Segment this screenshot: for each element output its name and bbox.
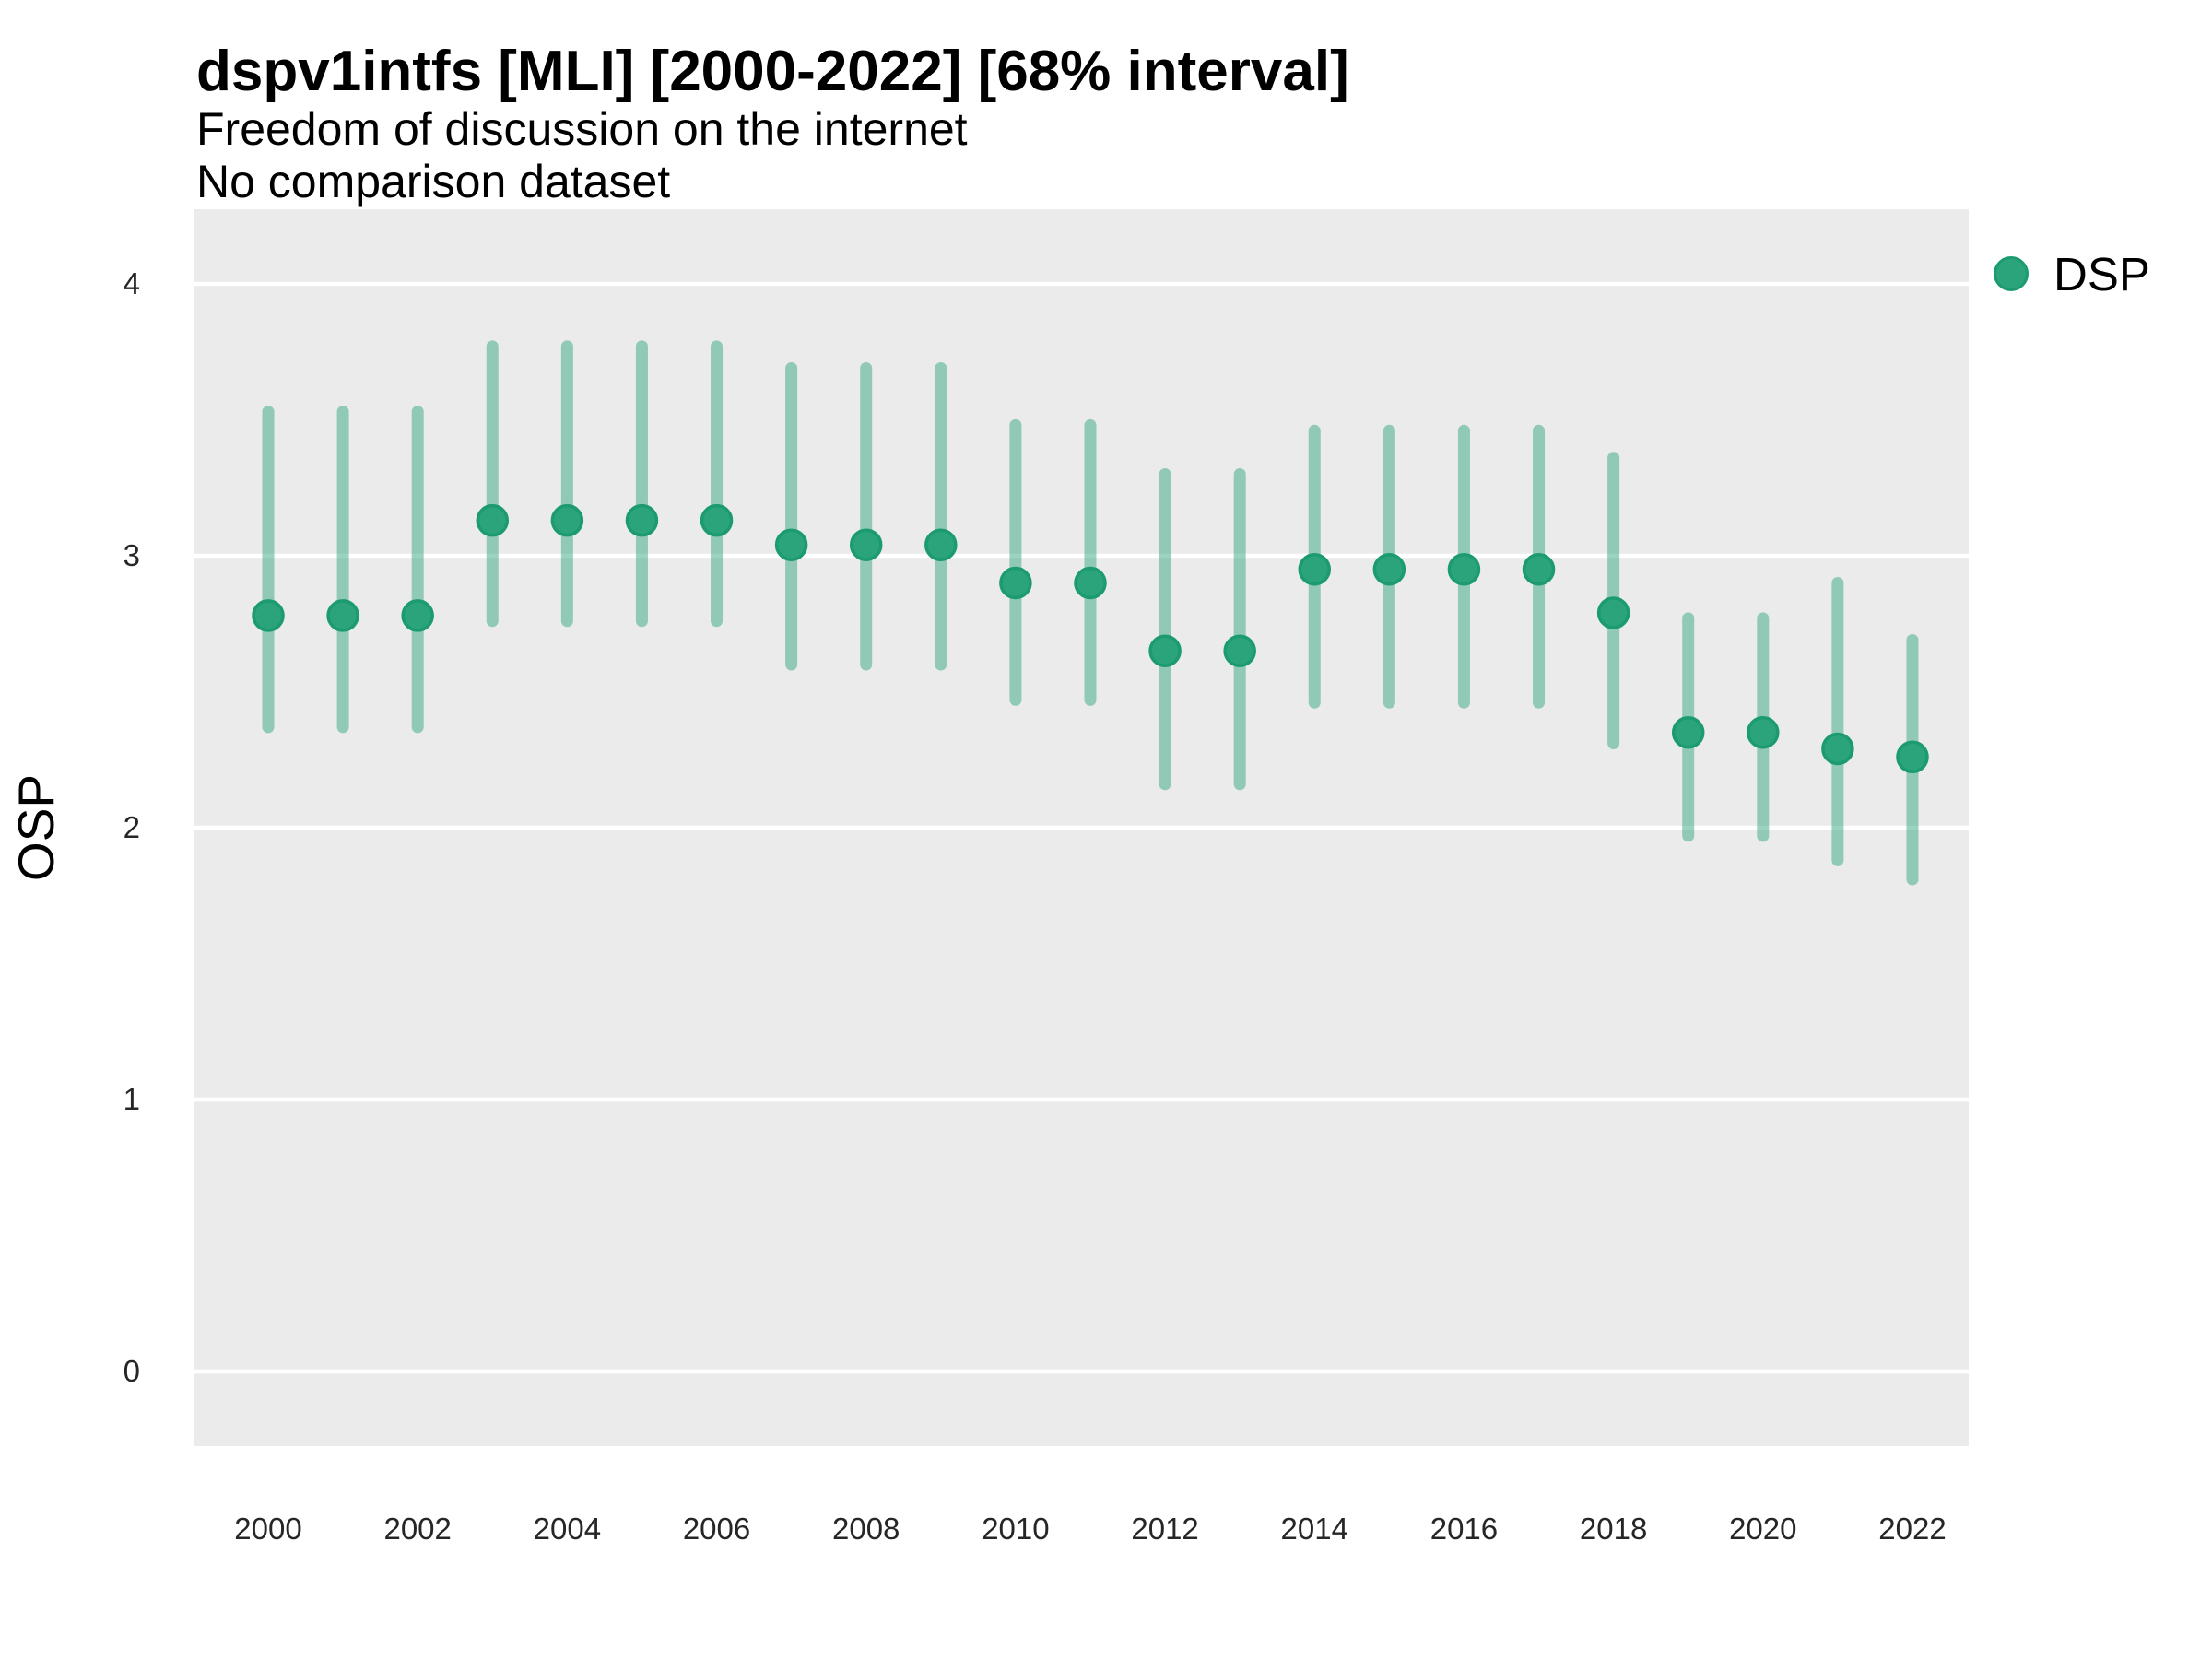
point-marker-2005 (625, 503, 659, 537)
chart-subtitle-measure: Freedom of discussion on the internet (196, 103, 968, 155)
legend: DSP (1994, 248, 2150, 300)
point-marker-2014 (1298, 553, 1332, 586)
point-marker-2013 (1223, 634, 1256, 667)
point-marker-2018 (1596, 596, 1630, 629)
point-marker-2019 (1671, 716, 1705, 749)
point-marker-2011 (1074, 566, 1107, 600)
x-tick-label-2004: 2004 (534, 1512, 601, 1546)
legend-label-dsp: DSP (2053, 248, 2150, 300)
y-tick-label-1: 1 (124, 1082, 140, 1116)
point-marker-2001 (326, 599, 359, 632)
x-tick-label-2022: 2022 (1878, 1512, 1946, 1546)
point-marker-2000 (252, 599, 285, 632)
x-tick-label-2008: 2008 (832, 1512, 900, 1546)
point-marker-2006 (700, 503, 734, 537)
point-marker-2020 (1747, 716, 1780, 749)
x-tick-label-2006: 2006 (683, 1512, 750, 1546)
x-tick-label-2012: 2012 (1131, 1512, 1198, 1546)
legend-marker-dsp (1994, 256, 2029, 291)
point-marker-2022 (1896, 740, 1929, 774)
point-marker-2017 (1522, 553, 1556, 586)
point-marker-2002 (401, 599, 434, 632)
y-axis-title: OSP (7, 774, 65, 881)
y-tick-label-2: 2 (124, 810, 140, 844)
x-tick-label-2018: 2018 (1580, 1512, 1647, 1546)
point-marker-2021 (1821, 732, 1854, 766)
y-tick-label-4: 4 (124, 266, 140, 300)
point-marker-2012 (1148, 634, 1182, 667)
point-marker-2004 (550, 503, 584, 537)
series-dsp (252, 340, 1929, 886)
x-axis-tick-labels: 2000 2002 2004 2006 2008 2010 2012 2014 2016 2018… (234, 1512, 1946, 1546)
point-marker-2016 (1447, 553, 1481, 586)
chart-title: dspv1intfs [MLI] [2000-2022] [68% interv… (196, 40, 1349, 103)
point-marker-2010 (999, 566, 1032, 600)
point-marker-2003 (476, 503, 510, 537)
point-marker-2008 (849, 528, 883, 561)
y-tick-label-3: 3 (124, 538, 140, 572)
x-tick-label-2014: 2014 (1281, 1512, 1348, 1546)
x-tick-label-2002: 2002 (383, 1512, 451, 1546)
gridlines (194, 281, 1969, 1374)
point-marker-2015 (1372, 553, 1406, 586)
y-axis-tick-labels: 0 1 2 3 4 (124, 266, 140, 1388)
y-tick-label-0: 0 (124, 1354, 140, 1388)
point-marker-2007 (774, 528, 808, 561)
point-marker-2009 (924, 528, 958, 561)
x-tick-label-2010: 2010 (982, 1512, 1049, 1546)
x-tick-label-2016: 2016 (1430, 1512, 1498, 1546)
x-tick-label-2020: 2020 (1729, 1512, 1796, 1546)
x-tick-label-2000: 2000 (234, 1512, 301, 1546)
chart-subtitle-comparison: No comparison dataset (196, 156, 670, 207)
